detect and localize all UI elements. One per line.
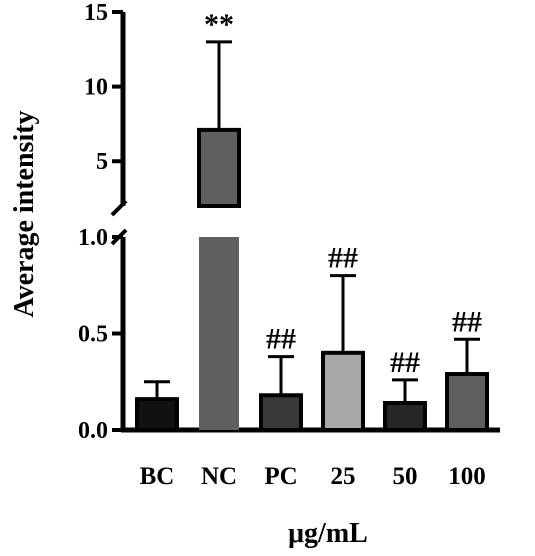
x-tick-labels: BC NC PC 25 50 100 [140, 463, 486, 490]
y-tick-label: 15 [84, 0, 108, 26]
bar-PC [259, 393, 303, 433]
y-tick-label: 0.5 [78, 322, 108, 348]
significance-label-100: ## [452, 305, 482, 338]
bar-NC-upper [197, 127, 241, 208]
x-tick-label-BC: BC [140, 463, 175, 490]
y-tick-label: 10 [84, 75, 108, 101]
bars [135, 127, 489, 433]
bar-100 [445, 372, 489, 432]
y-tick-label: 1.0 [78, 225, 108, 251]
significance-annotations: ** ## ## ## ## [204, 8, 482, 379]
bar-25 [321, 350, 365, 432]
x-tick-label-100: 100 [448, 463, 486, 490]
x-tick-label-25: 25 [331, 463, 356, 490]
bar-BC [135, 397, 179, 432]
x-tick-label-NC: NC [201, 463, 237, 490]
significance-label-50: ## [390, 346, 420, 379]
bar-50 [383, 400, 427, 433]
y-tick-label: 0.0 [78, 418, 108, 444]
x-tick-label-50: 50 [393, 463, 418, 490]
y-tick-label: 5 [96, 149, 108, 175]
axes [110, 12, 500, 433]
significance-label-PC: ## [266, 323, 296, 356]
y-tick-labels: 0.0 0.5 1.0 5 10 15 [78, 0, 123, 444]
bar-NC [199, 237, 239, 430]
significance-label-25: ## [328, 242, 358, 275]
axis-break-mark [110, 199, 128, 217]
significance-label-NC: ** [204, 8, 234, 41]
error-bars [144, 40, 480, 403]
y-axis-title: Average intensity [9, 110, 40, 317]
x-axis-title: μg/mL [288, 518, 368, 549]
x-tick-label-PC: PC [264, 463, 297, 490]
